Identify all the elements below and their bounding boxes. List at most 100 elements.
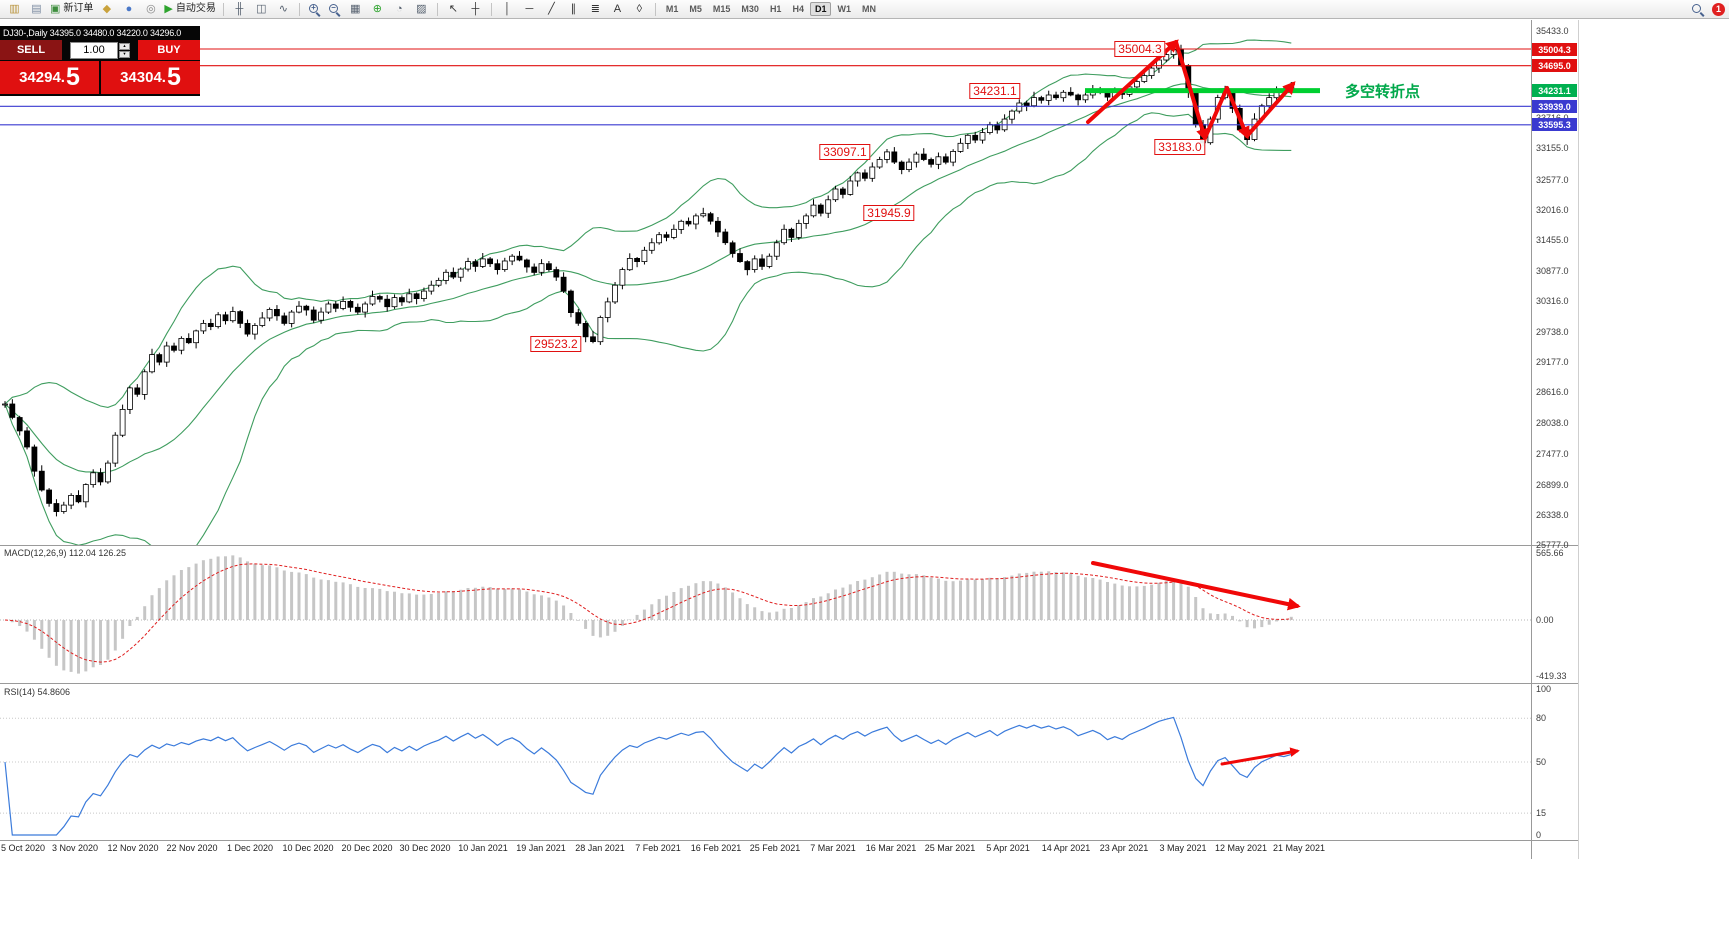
volume-up-button[interactable]: ▲ — [119, 42, 130, 50]
price-tick-label: 32577.0 — [1536, 175, 1569, 185]
macd-panel-canvas[interactable] — [0, 546, 1531, 683]
timeframe-m1[interactable]: M1 — [665, 4, 679, 14]
price-annotation-35004.3[interactable]: 35004.3 — [1114, 41, 1166, 57]
new-order-button[interactable]: ▣ 新订单 — [48, 1, 95, 17]
volume-input[interactable] — [70, 41, 118, 59]
indicators-button[interactable]: ⊕ — [367, 1, 388, 17]
macd-trend-arrow[interactable] — [1091, 561, 1301, 611]
panel-divider[interactable] — [0, 545, 1578, 546]
zoom-out-button[interactable]: − — [328, 3, 341, 16]
price-annotation-33183.0[interactable]: 33183.0 — [1154, 139, 1206, 155]
cursor-tool-button[interactable]: ↖ — [443, 1, 464, 17]
notifications-badge[interactable]: 1 — [1712, 2, 1725, 16]
rsi-panel-canvas[interactable] — [0, 684, 1531, 840]
macd-axis-label: -419.33 — [1536, 671, 1567, 681]
open-value: 34395.0 — [49, 28, 81, 38]
rsi-axis-label: 80 — [1536, 713, 1547, 723]
crosshair-tool-button[interactable]: ┼ — [465, 1, 486, 17]
rsi-axis-label: 15 — [1536, 808, 1547, 818]
sell-price: 34294. — [19, 69, 65, 86]
date-label: 10 Jan 2021 — [458, 843, 508, 853]
horizontal-line-tool-button[interactable]: ─ — [519, 1, 540, 17]
price-tick-label: 25777.0 — [1536, 540, 1569, 550]
strategy-tester-icon[interactable]: ● — [118, 1, 139, 17]
metaeditor-icon[interactable]: ◆ — [96, 1, 117, 17]
trendline-tool-button[interactable]: ╱ — [541, 1, 562, 17]
ohlc-bars-chart-icon[interactable]: ╫ — [229, 1, 250, 17]
trend-arrows[interactable] — [1086, 39, 1296, 142]
text-tool-button[interactable]: A — [607, 1, 628, 17]
chart-annotations-layer: 35004.3 34231.1 33097.1 31945.9 29523.2 33183… — [0, 26, 1578, 545]
candlestick-chart-icon[interactable]: ◫ — [251, 1, 272, 17]
price-tick-label: 30316.0 — [1536, 296, 1569, 306]
profiles-icon[interactable]: ▤ — [26, 1, 47, 17]
price-scale-border — [1531, 20, 1532, 859]
red-trend-arrow[interactable] — [1225, 86, 1250, 140]
periods-glyph: ◔ — [396, 3, 403, 15]
rsi-axis-label: 0 — [1536, 830, 1542, 840]
channel-tool-button[interactable]: ∥ — [563, 1, 584, 17]
timeframe-mn[interactable]: MN — [861, 4, 876, 14]
main-chart-canvas[interactable] — [0, 26, 1531, 545]
magnifier-sign: − — [331, 2, 336, 12]
date-label: 12 May 2021 — [1214, 843, 1268, 853]
rsi-trend-arrow[interactable] — [1220, 747, 1300, 766]
new-order-glyph: ▣ — [50, 3, 61, 15]
date-label: 22 Nov 2020 — [166, 843, 218, 853]
price-tick-label: 28038.0 — [1536, 418, 1569, 428]
date-label: 28 Jan 2021 — [575, 843, 625, 853]
date-label: 14 Apr 2021 — [1041, 843, 1091, 853]
price-tick-label: 33155.0 — [1536, 143, 1569, 153]
timeframe-h1[interactable]: H1 — [769, 4, 782, 14]
price-tick-label: 29738.0 — [1536, 327, 1569, 337]
volume-down-button[interactable]: ▼ — [119, 50, 130, 58]
buy-price-button[interactable]: 34304. 5 — [101, 61, 200, 94]
symbol-period-label: DJ30-,Daily — [3, 28, 48, 38]
autotrading-button[interactable]: ▶ 自动交易 — [162, 1, 217, 17]
arrange-windows-icon[interactable]: ▦ — [345, 1, 366, 17]
timeframe-h4[interactable]: H4 — [792, 4, 804, 14]
rsi-indicator-label: RSI(14) 54.8606 — [4, 687, 70, 697]
price-tick-label: 32016.0 — [1536, 205, 1569, 215]
timeframe-m5[interactable]: M5 — [689, 4, 702, 14]
red-trend-arrow[interactable] — [1203, 86, 1229, 140]
panel-divider[interactable] — [0, 840, 1578, 841]
red-trend-arrow[interactable] — [1245, 81, 1296, 138]
autotrading-button-label: 自动交易 — [175, 3, 216, 14]
buy-button[interactable]: BUY — [138, 40, 200, 60]
timeframe-m15[interactable]: M15 — [712, 4, 731, 14]
new-chart-icon[interactable]: ▥ — [4, 1, 25, 17]
rsi-axis-label: 50 — [1536, 757, 1547, 767]
price-scale[interactable]: 35433.033716.033155.032577.032016.031455… — [1532, 26, 1578, 856]
price-annotation-34231.1[interactable]: 34231.1 — [969, 83, 1021, 99]
date-axis[interactable]: 5 Oct 2020 3 Nov 2020 12 Nov 2020 22 Nov 20… — [0, 841, 1578, 859]
red-trend-arrow[interactable] — [1174, 40, 1209, 142]
zoom-in-button[interactable]: + — [308, 3, 321, 16]
search-button[interactable] — [1691, 3, 1704, 16]
date-label: 21 May 2021 — [1272, 843, 1326, 853]
fibonacci-tool-button[interactable]: ≣ — [585, 1, 606, 17]
line-chart-icon-glyph: ∿ — [278, 3, 288, 15]
vertical-line-tool-button[interactable]: │ — [497, 1, 518, 17]
date-label: 1 Dec 2020 — [226, 843, 274, 853]
timeframe-d1[interactable]: D1 — [809, 2, 832, 16]
price-annotation-29523.2[interactable]: 29523.2 — [530, 336, 582, 352]
sell-price-button[interactable]: 34294. 5 — [0, 61, 99, 94]
toolbar-separator — [490, 2, 492, 16]
timeframe-w1[interactable]: W1 — [837, 4, 851, 14]
templates-button[interactable]: ▨ — [411, 1, 432, 17]
price-annotation-33097.1[interactable]: 33097.1 — [819, 144, 871, 160]
timeframe-m30[interactable]: M30 — [741, 4, 759, 14]
line-chart-icon[interactable]: ∿ — [273, 1, 294, 17]
data-window-icon[interactable]: ◎ — [140, 1, 161, 17]
magnifier-sign: + — [311, 2, 316, 12]
shapes-tool-button[interactable]: ◊ — [629, 1, 650, 17]
rsi-name: RSI(14) — [4, 687, 36, 697]
sell-button[interactable]: SELL — [0, 40, 62, 60]
date-label: 12 Nov 2020 — [107, 843, 159, 853]
panel-divider[interactable] — [0, 683, 1578, 684]
date-label: 3 May 2021 — [1159, 843, 1207, 853]
turning-point-text[interactable]: 多空转折点 — [1345, 83, 1421, 101]
price-annotation-31945.9[interactable]: 31945.9 — [863, 205, 915, 221]
periods-button[interactable]: ◔ — [389, 1, 410, 17]
